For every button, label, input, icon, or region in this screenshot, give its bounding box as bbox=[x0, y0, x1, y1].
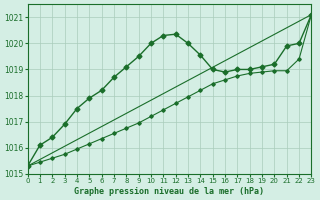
X-axis label: Graphe pression niveau de la mer (hPa): Graphe pression niveau de la mer (hPa) bbox=[75, 187, 265, 196]
